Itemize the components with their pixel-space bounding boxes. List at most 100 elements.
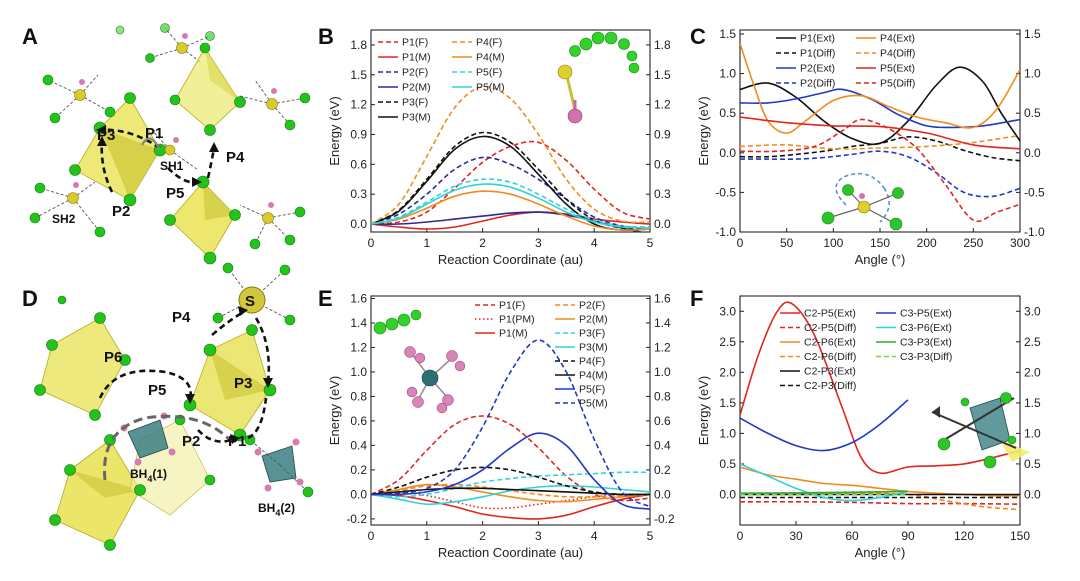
chart-e-xtick-label: 3	[535, 529, 542, 543]
label-d-s: S	[245, 293, 255, 310]
chart-b-legend-label: P1(M)	[402, 52, 431, 64]
chart-b-xtick-label: 4	[591, 236, 598, 250]
chart-c-legend-label: P2(Ext)	[800, 63, 835, 75]
chart-e-ytick-label-right: 1.6	[654, 291, 671, 305]
chart-c-ytick-label: 0.5	[719, 106, 736, 120]
label-a-p2: P2	[112, 203, 130, 220]
chart-c-xtick-label: 200	[917, 236, 937, 250]
chart-c-ytick-label: 1.0	[719, 67, 736, 81]
panel-a-atoms-green	[29, 23, 311, 265]
chart-b-series-p5-f	[371, 178, 650, 228]
chart-b-legend-label: P2(F)	[402, 67, 428, 79]
chart-c-ytick-label: -1.0	[715, 225, 736, 239]
chart-e-ytick-label: 1.2	[350, 340, 367, 354]
chart-f-legend-label: C2-P5(Ext)	[804, 308, 856, 320]
inset-b-molecule	[557, 31, 640, 124]
chart-c-xtick-label: 50	[780, 236, 794, 250]
chart-c-legend-label: P5(Ext)	[880, 63, 915, 75]
label-d-p5: P5	[148, 382, 166, 399]
chart-e-ytick-label-right: 1.0	[654, 365, 671, 379]
chart-f-legend-label: C2-P3(Ext)	[804, 366, 856, 378]
chart-f-legend-label: C2-P6(Ext)	[804, 337, 856, 349]
panel-d-sulfur-atom	[238, 286, 266, 314]
label-a-sh1: SH1	[160, 159, 184, 173]
chart-b-legend-label: P5(M)	[476, 82, 505, 94]
chart-e-frame	[370, 295, 651, 526]
chart-f-ytick-label-right: 0.0	[1024, 487, 1041, 501]
chart-f-xtick-label: 120	[954, 529, 974, 543]
panel-label-a: A	[22, 24, 38, 49]
chart-e-legend-label: P3(M)	[579, 342, 608, 354]
label-d-bh4-1: BH4(1)	[130, 467, 167, 484]
chart-f-ytick-label: 3.0	[719, 304, 736, 318]
panel-a-atoms-sulfur	[67, 42, 278, 224]
chart-c-xlabel: Angle (°)	[855, 252, 906, 267]
chart-b-series-p4-m	[371, 190, 650, 231]
chart-b-legend-label: P3(F)	[402, 97, 428, 109]
chart-f-legend-label: C2-P6(Diff)	[804, 351, 856, 363]
chart-b-series-p3-f	[371, 131, 650, 230]
chart-b-ytick-label: 0.3	[350, 187, 367, 201]
chart-e-series-p2-m	[371, 483, 650, 503]
chart-f-legend-label: C2-P5(Diff)	[804, 322, 856, 334]
chart-e-ytick-label-right: 1.4	[654, 316, 671, 330]
chart-e-legend-label: P5(M)	[579, 398, 608, 410]
chart-f-ytick-label: 0.5	[719, 457, 736, 471]
chart-e-ytick-label: 0.4	[350, 438, 367, 452]
chart-c-xtick-label: 250	[963, 236, 983, 250]
chart-c-legend-label: P1(Ext)	[800, 33, 835, 45]
chart-c-ytick-label-right: 1.0	[1024, 67, 1041, 81]
chart-b-frame	[370, 29, 651, 233]
chart-c-ytick-label: -0.5	[715, 185, 736, 199]
chart-f-ytick-label: 2.0	[719, 365, 736, 379]
chart-e-ytick-label: 1.0	[350, 365, 367, 379]
chart-e-ytick-label: 1.4	[350, 316, 367, 330]
chart-f-ytick-label: 0.0	[719, 487, 736, 501]
chart-f-ylabel: Energy (eV)	[696, 376, 711, 445]
panel-label-d: D	[22, 286, 38, 311]
chart-e-legend-label: P2(F)	[579, 300, 605, 312]
chart-f-ytick-label-right: 2.0	[1024, 365, 1041, 379]
chart-c-legend-label: P1(Diff)	[800, 48, 835, 60]
chart-f-legend-label: C3-P3(Diff)	[900, 351, 952, 363]
chart-f-series-c3-p3-ext	[740, 490, 909, 494]
chart-e-series-p1-pm	[371, 491, 650, 510]
panel-d-structure: D	[22, 262, 314, 551]
chart-e-ytick-label-right: -0.2	[654, 512, 675, 526]
chart-c: 0 50 100 150 200 250 300-1.0 -1.0-0.5 -0.50.0 0.0…	[696, 27, 1045, 267]
chart-f-series-c3-p6-ext	[740, 463, 909, 502]
chart-e-series-p4-f	[371, 466, 650, 496]
chart-f-series-c2-p5-diff	[740, 500, 1020, 505]
chart-b-ytick-label-right: 1.8	[654, 38, 671, 52]
chart-b-ytick-label-right: 1.2	[654, 98, 671, 112]
panel-d-path-p5	[103, 414, 232, 481]
chart-e: 0 1 2 3 4 5-0.2 -0.20.0 0.00.2 0.20.4 0.40.6 0.60.…	[327, 291, 675, 560]
chart-f-frame	[739, 295, 1021, 526]
chart-f-xtick-label: 0	[737, 529, 744, 543]
chart-c-ytick-label-right: -1.0	[1024, 225, 1045, 239]
chart-b-ytick-label-right: 1.5	[654, 68, 671, 82]
chart-e-xtick-label: 2	[479, 529, 486, 543]
chart-e-ytick-label: -0.2	[346, 512, 367, 526]
chart-b-xlabel: Reaction Coordinate (au)	[438, 252, 583, 267]
chart-e-ytick-label-right: 1.2	[654, 340, 671, 354]
chart-e-series-p1-f	[371, 415, 650, 502]
chart-f-legend-label: C3-P3(Ext)	[900, 337, 952, 349]
chart-b: 0 1 2 3 4 50.0 0.00.3 0.30.6 0.60.9 0.91.2 1.21.5 1…	[327, 29, 671, 267]
chart-c-xtick-label: 300	[1010, 236, 1030, 250]
chart-b-ytick-label-right: 0.0	[654, 217, 671, 231]
chart-f-ytick-label-right: 2.5	[1024, 335, 1041, 349]
chart-f-ytick-label-right: 0.5	[1024, 457, 1041, 471]
chart-f-ytick-label: 2.5	[719, 335, 736, 349]
chart-e-ytick-label-right: 0.4	[654, 438, 671, 452]
label-d-bh4-2: BH4(2)	[258, 501, 295, 518]
panel-label-c: C	[690, 24, 706, 49]
chart-f-ytick-label-right: 3.0	[1024, 304, 1041, 318]
chart-c-series-p4-diff	[740, 134, 1020, 150]
chart-e-legend-label: P4(F)	[579, 356, 605, 368]
panel-label-e: E	[318, 286, 333, 311]
chart-b-ytick-label: 1.8	[350, 38, 367, 52]
chart-e-ytick-label: 0.2	[350, 463, 367, 477]
chart-c-legend-label: P2(Diff)	[800, 78, 835, 90]
panel-d-arrowheads	[185, 306, 273, 444]
